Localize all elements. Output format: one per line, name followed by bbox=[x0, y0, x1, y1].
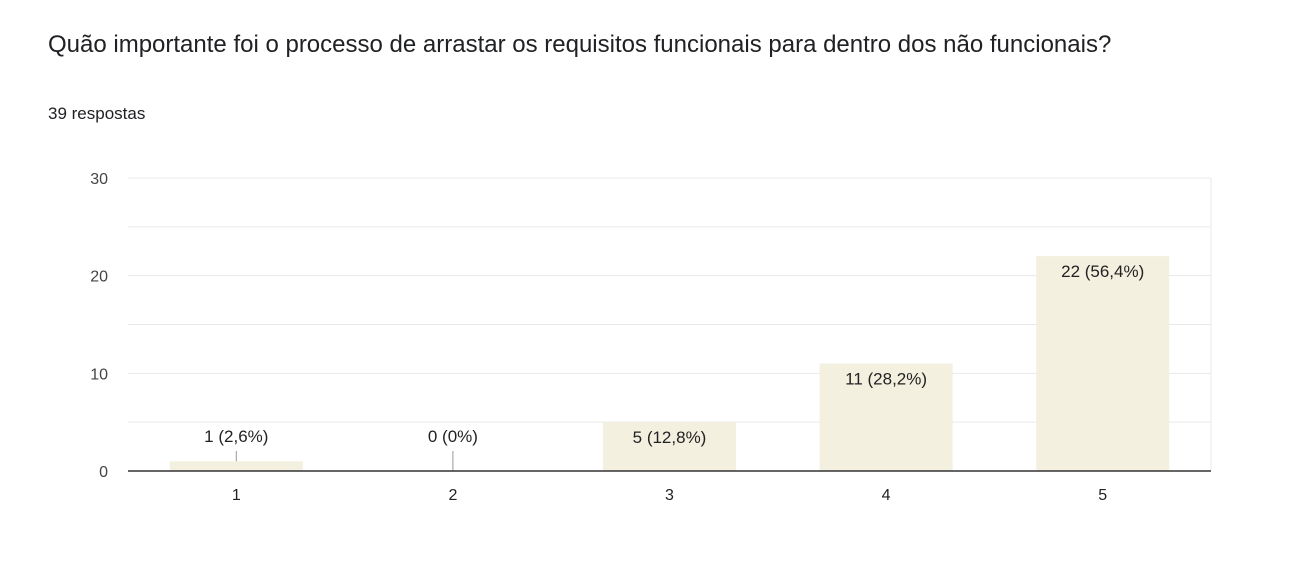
x-tick-label: 1 bbox=[232, 487, 241, 504]
label-leaders bbox=[235, 451, 454, 471]
bar bbox=[603, 422, 736, 471]
bar bbox=[169, 461, 303, 471]
data-label: 11 (28,2%) bbox=[845, 370, 927, 389]
x-tick-label: 2 bbox=[448, 487, 457, 504]
x-axis-ticks: 1 2 3 4 5 bbox=[232, 487, 1107, 504]
data-label: 22 (56,4%) bbox=[1061, 262, 1144, 281]
x-tick-label: 5 bbox=[1098, 487, 1107, 504]
data-label: 0 (0%) bbox=[428, 427, 478, 446]
question-title: Quão importante foi o processo de arrast… bbox=[48, 31, 1112, 58]
y-tick-label: 10 bbox=[90, 366, 108, 383]
y-tick-label: 0 bbox=[99, 464, 108, 481]
data-label: 1 (2,6%) bbox=[204, 427, 268, 446]
response-count: 39 respostas bbox=[48, 104, 146, 123]
bars bbox=[169, 256, 1170, 471]
y-axis-ticks: 0 10 20 30 bbox=[90, 171, 108, 481]
data-label: 5 (12,8%) bbox=[633, 428, 707, 447]
x-tick-label: 3 bbox=[665, 487, 674, 504]
y-tick-label: 30 bbox=[90, 171, 108, 188]
x-tick-label: 4 bbox=[882, 487, 891, 504]
y-tick-label: 20 bbox=[90, 269, 108, 286]
bar bbox=[819, 363, 953, 471]
bar bbox=[1036, 256, 1170, 471]
data-labels: 1 (2,6%) 0 (0%) 5 (12,8%) 11 (28,2%) 22 (56,… bbox=[204, 262, 1144, 447]
